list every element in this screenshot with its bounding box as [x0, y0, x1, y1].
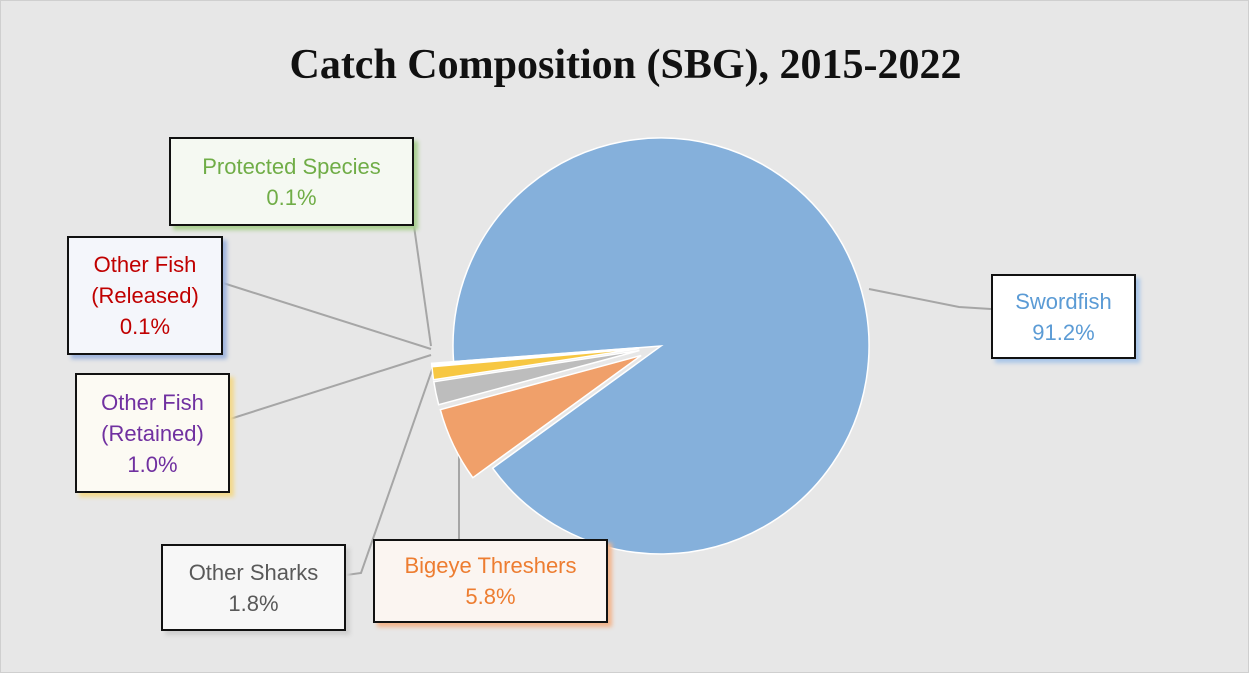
data-label: Protected Species 0.1% [169, 137, 414, 226]
data-label: Bigeye Threshers 5.8% [373, 539, 608, 623]
data-label: Other Fish (Released) 0.1% [67, 236, 223, 355]
data-label: Other Sharks 1.8% [161, 544, 346, 631]
label-text: 1.0% [127, 451, 178, 477]
label-text: 1.8% [228, 590, 279, 616]
data-label: Swordfish 91.2% [991, 274, 1136, 359]
label-text: Other Fish (Retained) [101, 389, 204, 446]
chart-title: Catch Composition (SBG), 2015-2022 [289, 42, 962, 88]
label-text: 5.8% [465, 584, 516, 609]
leader-line [413, 225, 432, 347]
label-text: 0.1% [266, 184, 317, 210]
pie-slice [431, 347, 640, 381]
label-text: Protected Species [202, 153, 381, 179]
leader-line [345, 366, 434, 576]
pie-slice [430, 346, 640, 366]
label-text: 0.1% [119, 314, 171, 339]
leader-line [222, 282, 432, 350]
label-text: Other Fish (Released) [91, 252, 199, 308]
leader-line [229, 354, 432, 420]
label-text: Swordfish [1015, 288, 1112, 314]
label-text: 91.2% [1032, 319, 1095, 345]
data-label: Other Fish (Retained) 1.0% [75, 373, 230, 493]
pie-slice [439, 354, 642, 479]
pie-slice [432, 349, 640, 406]
label-text: Other Sharks [188, 559, 319, 585]
pie-slice [452, 137, 870, 555]
label-text: Bigeye Threshers [404, 553, 577, 578]
leader-line [868, 288, 992, 310]
